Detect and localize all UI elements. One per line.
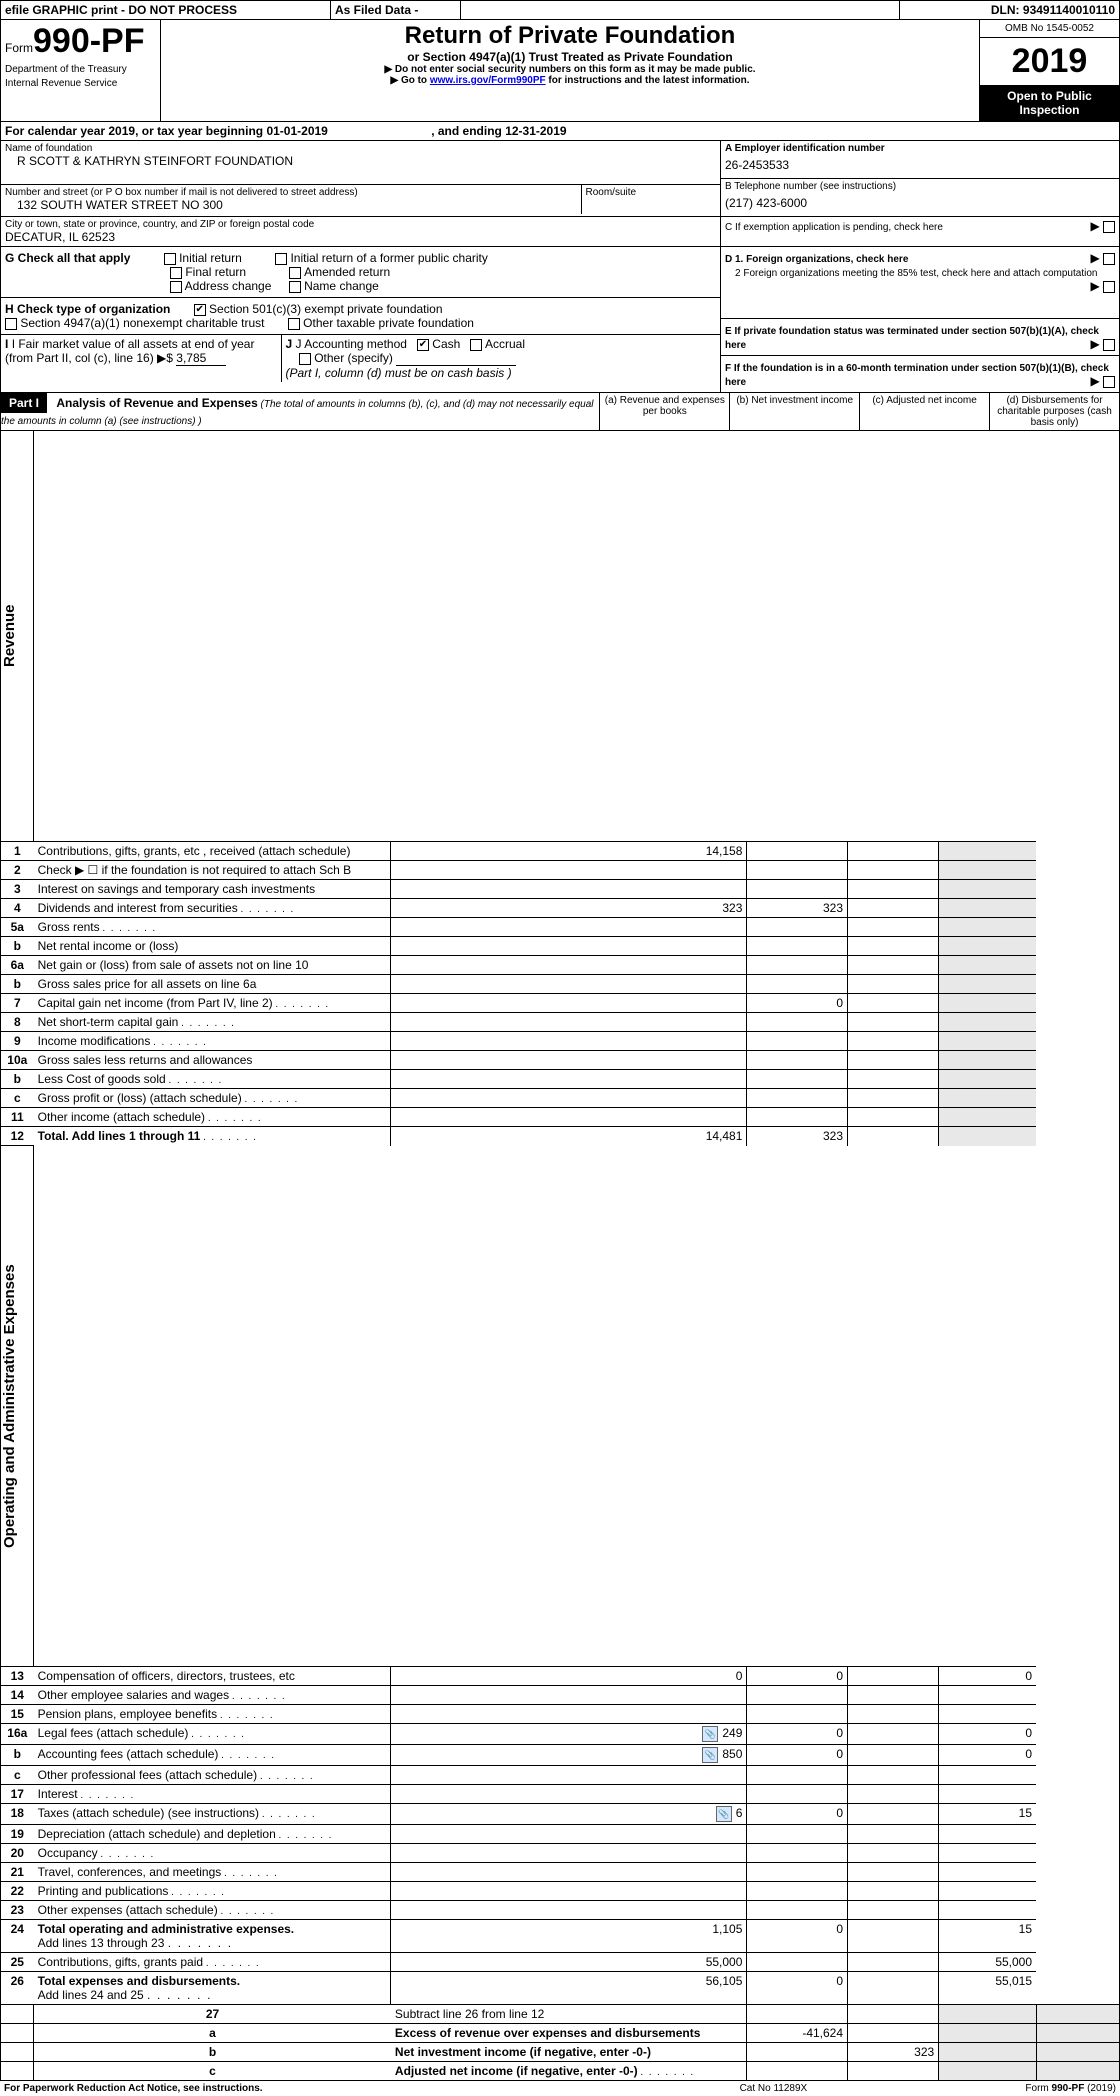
table-row: 9Income modifications . . . . . . . (1, 1032, 1120, 1051)
col-d: (d) Disbursements for charitable purpose… (990, 393, 1120, 431)
table-row: 23Other expenses (attach schedule) . . .… (1, 1901, 1120, 1920)
table-row: cOther professional fees (attach schedul… (1, 1766, 1120, 1785)
dln: DLN: 93491140010110 (900, 1, 1120, 20)
table-row: bNet rental income or (loss) (1, 937, 1120, 956)
table-row: cGross profit or (loss) (attach schedule… (1, 1089, 1120, 1108)
table-row: 6aNet gain or (loss) from sale of assets… (1, 956, 1120, 975)
checkbox-other-tax[interactable] (288, 318, 300, 330)
checkbox-final[interactable] (170, 267, 182, 279)
foundation-name: R SCOTT & KATHRYN STEINFORT FOUNDATION (5, 154, 716, 168)
part1-label: Part I (1, 393, 47, 413)
address: 132 SOUTH WATER STREET NO 300 (5, 198, 577, 212)
table-row: 16aLegal fees (attach schedule) . . . . … (1, 1724, 1120, 1745)
page-footer: For Paperwork Reduction Act Notice, see … (0, 2081, 1120, 2096)
open-inspection: Open to Public Inspection (980, 85, 1119, 121)
checkbox-amended[interactable] (289, 267, 301, 279)
checkbox-accrual[interactable] (470, 339, 482, 351)
table-row: 22Printing and publications . . . . . . … (1, 1882, 1120, 1901)
attach-icon[interactable]: 📎 (716, 1806, 732, 1822)
top-bar: efile GRAPHIC print - DO NOT PROCESS As … (0, 0, 1120, 20)
ein: 26-2453533 (725, 154, 1115, 176)
table-row: 24Total operating and administrative exp… (1, 1920, 1120, 1953)
tax-year: 2019 (980, 38, 1119, 85)
table-row: 18Taxes (attach schedule) (see instructi… (1, 1804, 1120, 1825)
table-row: 27Subtract line 26 from line 12 (1, 2005, 1120, 2024)
part1-header: Part I Analysis of Revenue and Expenses … (0, 393, 1120, 431)
table-row: 15Pension plans, employee benefits . . .… (1, 1705, 1120, 1724)
checkbox-f[interactable] (1103, 376, 1115, 388)
table-row: 10aGross sales less returns and allowanc… (1, 1051, 1120, 1070)
table-row: bNet investment income (if negative, ent… (1, 2043, 1120, 2062)
table-row: 26Total expenses and disbursements. Add … (1, 1972, 1120, 2005)
checkbox-501c3[interactable]: ✔ (194, 304, 206, 316)
checkbox-c[interactable] (1103, 221, 1115, 233)
table-row: bLess Cost of goods sold . . . . . . . (1, 1070, 1120, 1089)
table-row: 3Interest on savings and temporary cash … (1, 880, 1120, 899)
asfiled-label: As Filed Data - (331, 1, 461, 20)
city-state-zip: DECATUR, IL 62523 (5, 230, 716, 244)
table-row: 2Check ▶ ☐ if the foundation is not requ… (1, 861, 1120, 880)
table-row: aExcess of revenue over expenses and dis… (1, 2024, 1120, 2043)
checkbox-e[interactable] (1103, 339, 1115, 351)
form-title: Return of Private Foundation (165, 22, 975, 50)
table-row: bAccounting fees (attach schedule) . . .… (1, 1745, 1120, 1766)
checkbox-d2[interactable] (1103, 281, 1115, 293)
table-row: 20Occupancy . . . . . . . (1, 1844, 1120, 1863)
checkbox-address[interactable] (170, 281, 182, 293)
form-number: 990-PF (33, 22, 145, 60)
entity-block: Name of foundation R SCOTT & KATHRYN STE… (0, 141, 1120, 247)
table-row: 5aGross rents . . . . . . . (1, 918, 1120, 937)
efile-notice: efile GRAPHIC print - DO NOT PROCESS (1, 1, 331, 20)
checkbox-initial[interactable] (164, 253, 176, 265)
table-row: bGross sales price for all assets on lin… (1, 975, 1120, 994)
checkbox-initial-former[interactable] (275, 253, 287, 265)
col-a: (a) Revenue and expenses per books (600, 393, 730, 431)
omb: OMB No 1545-0052 (980, 20, 1119, 38)
attach-icon[interactable]: 📎 (702, 1747, 718, 1763)
checkbox-d1[interactable] (1103, 253, 1115, 265)
period-row: For calendar year 2019, or tax year begi… (0, 122, 1120, 141)
table-row: cAdjusted net income (if negative, enter… (1, 2062, 1120, 2081)
table-row: 1Contributions, gifts, grants, etc , rec… (1, 842, 1120, 861)
form-header: Form990-PF Department of the Treasury In… (0, 20, 1120, 122)
checkboxes-block: G Check all that apply Initial return In… (0, 247, 1120, 393)
checkbox-other-method[interactable] (299, 353, 311, 365)
expenses-label: Operating and Administrative Expenses (1, 1146, 18, 1666)
table-row: 8Net short-term capital gain . . . . . .… (1, 1013, 1120, 1032)
table-row: 13Compensation of officers, directors, t… (1, 1667, 1120, 1686)
fmv: 3,785 (176, 351, 226, 366)
checkbox-4947[interactable] (5, 318, 17, 330)
col-c: (c) Adjusted net income (860, 393, 990, 431)
phone: (217) 423-6000 (725, 192, 1115, 214)
table-row: 19Depreciation (attach schedule) and dep… (1, 1825, 1120, 1844)
table-row: 14Other employee salaries and wages . . … (1, 1686, 1120, 1705)
irs-link[interactable]: www.irs.gov/Form990PF (430, 75, 546, 86)
table-row: 11Other income (attach schedule) . . . .… (1, 1108, 1120, 1127)
form-subtitle: or Section 4947(a)(1) Trust Treated as P… (165, 50, 975, 64)
table-row: 4Dividends and interest from securities … (1, 899, 1120, 918)
table-row: 25Contributions, gifts, grants paid . . … (1, 1953, 1120, 1972)
part1-table: Revenue 1Contributions, gifts, grants, e… (0, 431, 1120, 2081)
revenue-label: Revenue (1, 431, 18, 841)
table-row: 21Travel, conferences, and meetings . . … (1, 1863, 1120, 1882)
col-b: (b) Net investment income (730, 393, 860, 431)
table-row: 17Interest . . . . . . . (1, 1785, 1120, 1804)
table-row: 7Capital gain net income (from Part IV, … (1, 994, 1120, 1013)
checkbox-cash[interactable]: ✔ (417, 339, 429, 351)
checkbox-name[interactable] (289, 281, 301, 293)
table-row: 12Total. Add lines 1 through 11 . . . . … (1, 1127, 1120, 1146)
attach-icon[interactable]: 📎 (702, 1726, 718, 1742)
